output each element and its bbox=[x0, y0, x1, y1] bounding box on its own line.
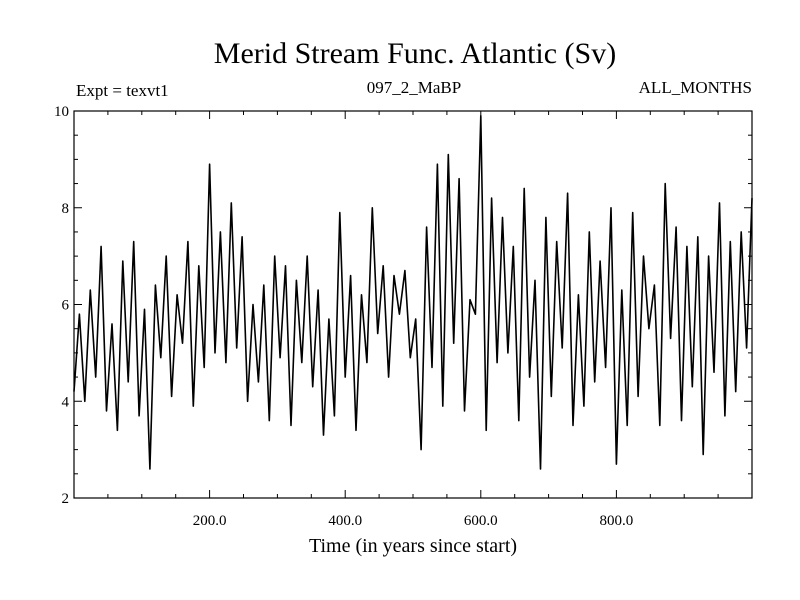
x-tick-label: 400.0 bbox=[328, 513, 362, 529]
x-tick-label: 800.0 bbox=[600, 513, 634, 529]
chart-title: Merid Stream Func. Atlantic (Sv) bbox=[214, 37, 616, 70]
y-axis-tick-labels: 2 4 6 8 10 bbox=[54, 104, 70, 507]
y-tick-label: 4 bbox=[62, 394, 70, 410]
plot-frame bbox=[73, 110, 753, 499]
y-tick-label: 2 bbox=[62, 491, 70, 507]
x-tick-label: 200.0 bbox=[193, 513, 227, 529]
period-label: ALL_MONTHS bbox=[639, 78, 752, 97]
x-axis-title: Time (in years since start) bbox=[309, 535, 517, 557]
x-tick-label: 600.0 bbox=[464, 513, 498, 529]
series-layer bbox=[73, 115, 753, 470]
axis-ticks bbox=[73, 110, 753, 499]
x-axis-tick-labels: 200.0 400.0 600.0 800.0 bbox=[193, 513, 634, 529]
y-tick-label: 10 bbox=[54, 104, 69, 120]
series-line bbox=[73, 115, 753, 470]
y-tick-label: 8 bbox=[62, 201, 70, 217]
y-tick-label: 6 bbox=[62, 298, 70, 314]
run-label: 097_2_MaBP bbox=[367, 78, 461, 97]
experiment-label: Expt = texvt1 bbox=[76, 81, 169, 100]
